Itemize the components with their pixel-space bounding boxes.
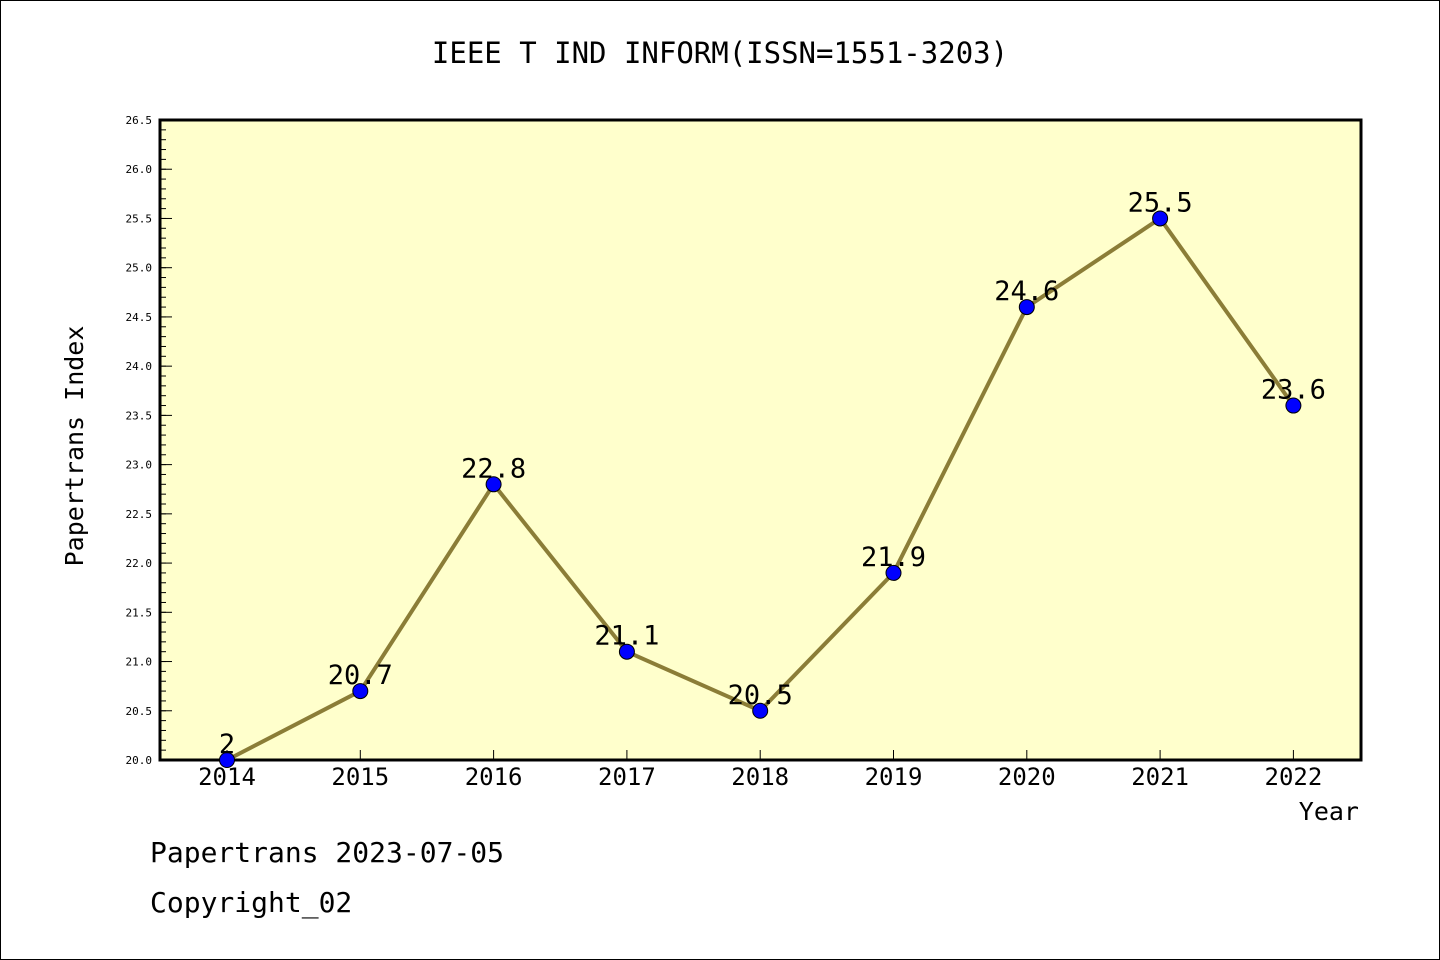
plot-border: [158, 118, 1363, 762]
x-tick-label: 2016: [465, 763, 523, 791]
y-tick-label: 21.0: [126, 656, 153, 669]
data-point: [618, 643, 635, 660]
y-tick-label: 20.0: [126, 754, 153, 767]
y-tick-label: 26.0: [126, 163, 153, 176]
y-tick-label: 26.5: [126, 114, 153, 127]
y-axis-label: Papertrans Index: [60, 326, 89, 567]
y-tick-label: 23.0: [126, 459, 153, 472]
data-point: [485, 476, 502, 493]
data-label: 25.5: [1128, 187, 1193, 218]
data-point: [352, 683, 369, 700]
x-tick-label: 2022: [1265, 763, 1323, 791]
y-tick-label: 24.5: [126, 311, 153, 324]
x-tick-label: 2020: [998, 763, 1056, 791]
y-tick-label: 25.5: [126, 212, 153, 225]
data-point: [1285, 397, 1302, 414]
y-tick-label: 22.5: [126, 508, 153, 521]
y-tick-label: 24.0: [126, 360, 153, 373]
x-axis-label: Year: [1299, 797, 1359, 826]
data-point: [1152, 210, 1169, 227]
data-point: [219, 752, 235, 768]
y-tick-label: 23.5: [126, 409, 153, 422]
x-tick-label: 2021: [1131, 763, 1189, 791]
x-tick-label: 2018: [731, 763, 789, 791]
footer-copyright: Copyright_02: [150, 886, 353, 919]
data-label: 2: [219, 729, 235, 760]
y-tick-label: 25.0: [126, 262, 153, 275]
footer-date: Papertrans 2023-07-05: [150, 836, 505, 869]
data-label: 20.7: [328, 660, 393, 691]
data-label: 24.6: [994, 276, 1059, 307]
data-label: 21.9: [861, 542, 926, 573]
y-tick-label: 20.5: [126, 705, 153, 718]
chart-title: IEEE T IND INFORM(ISSN=1551-3203): [431, 36, 1009, 70]
data-label: 23.6: [1261, 375, 1326, 406]
y-tick-label: 21.5: [126, 606, 153, 619]
data-label: 20.5: [728, 680, 793, 711]
data-label: 22.8: [461, 453, 526, 484]
x-tick-label: 2019: [865, 763, 923, 791]
data-label: 21.1: [594, 621, 659, 652]
x-tick-label: 2017: [598, 763, 656, 791]
data-point: [752, 702, 769, 719]
y-tick-label: 22.0: [126, 557, 153, 570]
plot-background: [160, 120, 1361, 760]
data-point: [1018, 299, 1035, 316]
data-point: [885, 564, 902, 581]
x-tick-label: 2015: [331, 763, 389, 791]
